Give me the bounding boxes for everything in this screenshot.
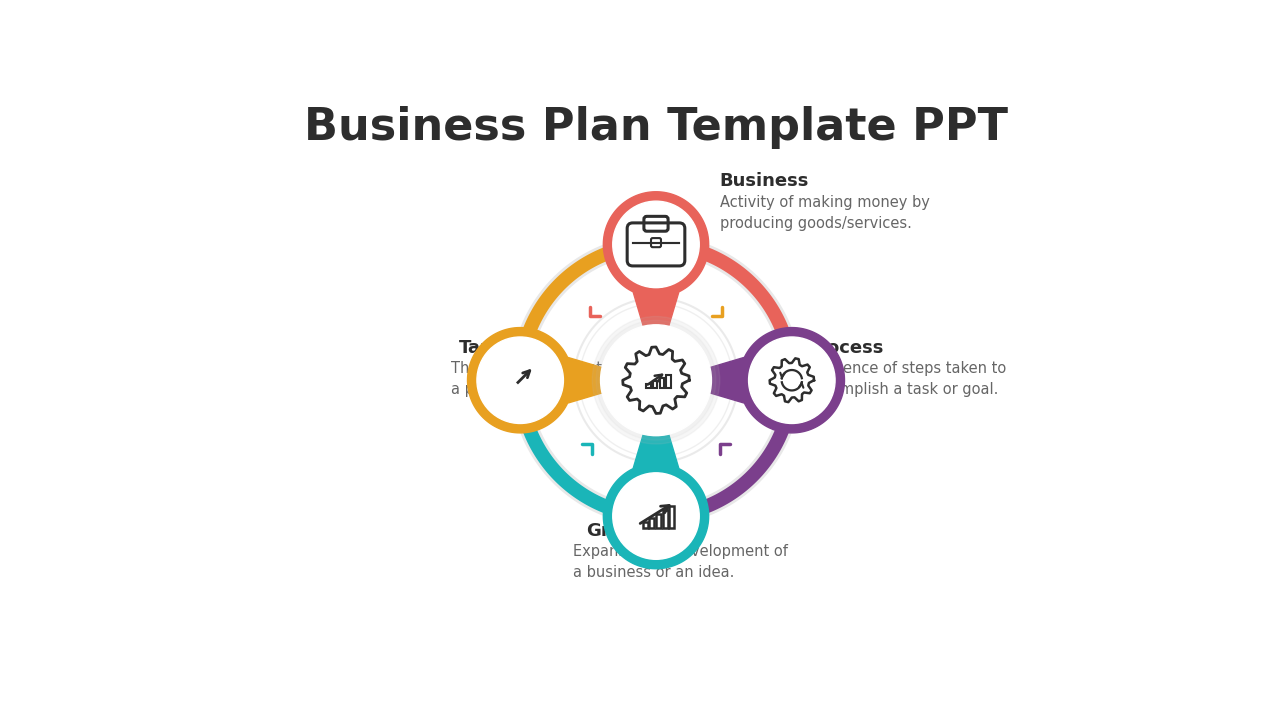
Bar [643, 521, 648, 528]
Circle shape [613, 473, 699, 559]
Bar [667, 375, 671, 387]
Circle shape [477, 337, 563, 423]
Polygon shape [623, 347, 689, 413]
Text: Sequence of steps taken to
accomplish a task or goal.: Sequence of steps taken to accomplish a … [805, 361, 1006, 397]
Bar [653, 381, 658, 387]
Circle shape [749, 337, 835, 423]
Bar [649, 518, 654, 528]
Text: Business: Business [719, 172, 809, 190]
Bar [669, 505, 675, 528]
Bar [657, 513, 660, 528]
Circle shape [613, 201, 699, 288]
Circle shape [596, 320, 716, 440]
Text: Business Plan Template PPT: Business Plan Template PPT [305, 106, 1009, 149]
Circle shape [600, 325, 712, 436]
Polygon shape [603, 192, 709, 369]
Text: Growth: Growth [586, 521, 659, 539]
Bar [663, 510, 668, 528]
Bar [659, 378, 664, 387]
Polygon shape [667, 328, 845, 433]
Text: Process: Process [805, 338, 884, 356]
Bar [646, 384, 650, 387]
Text: Expansion or development of
a business or an idea.: Expansion or development of a business o… [573, 544, 787, 580]
Text: Target: Target [458, 338, 524, 356]
Text: Activity of making money by
producing goods/services.: Activity of making money by producing go… [719, 194, 929, 230]
Text: The group or market segment
a product is intended for.: The group or market segment a product is… [451, 361, 671, 397]
Polygon shape [603, 392, 709, 569]
Polygon shape [467, 328, 645, 433]
Circle shape [593, 317, 719, 444]
